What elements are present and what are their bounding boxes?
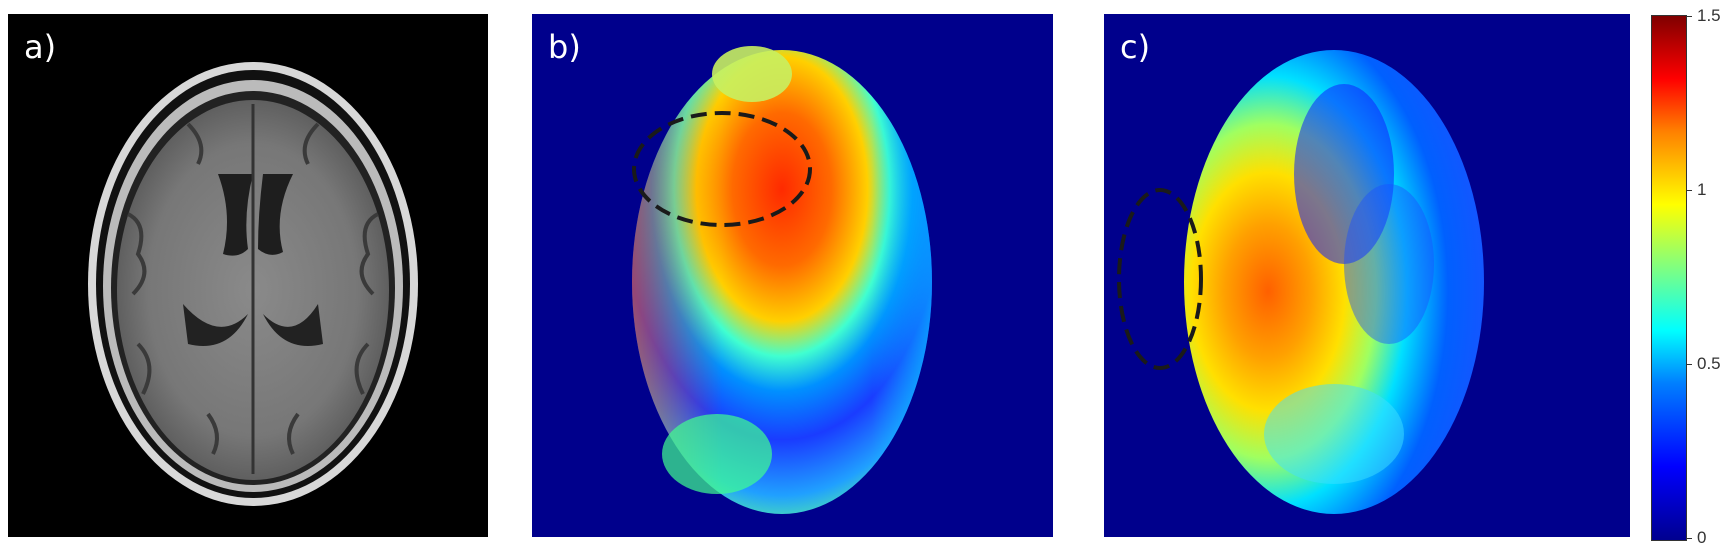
b1-map-c [1117,50,1484,514]
field-map-c [1184,50,1484,514]
colorbar [1651,15,1687,541]
map-panel-c: c) [1104,14,1630,537]
lateral-ventricle-left [218,174,253,256]
colorbar-tick-0-5: 0.5 [1697,354,1721,373]
colorbar-tick-0: 0 [1697,528,1707,547]
roi-ellipse-frontal [632,111,812,227]
panel-label-b: b) [548,28,581,66]
map-panel-b: b) [532,14,1053,537]
brain-mri-image [88,62,418,506]
panel-label-c: c) [1120,28,1151,66]
posterior-horn-left [183,304,248,346]
colorbar-tick-1-5: 1.5 [1697,6,1721,25]
posterior-horn-right [263,304,323,346]
lateral-ventricle-right [258,174,293,255]
b1-map-b [632,46,932,514]
panel-label-a: a) [24,28,57,66]
roi-ellipse-lateral [1117,188,1203,370]
colorbar-tick-1: 1 [1697,180,1707,199]
mri-image-panel: a) [8,14,488,537]
